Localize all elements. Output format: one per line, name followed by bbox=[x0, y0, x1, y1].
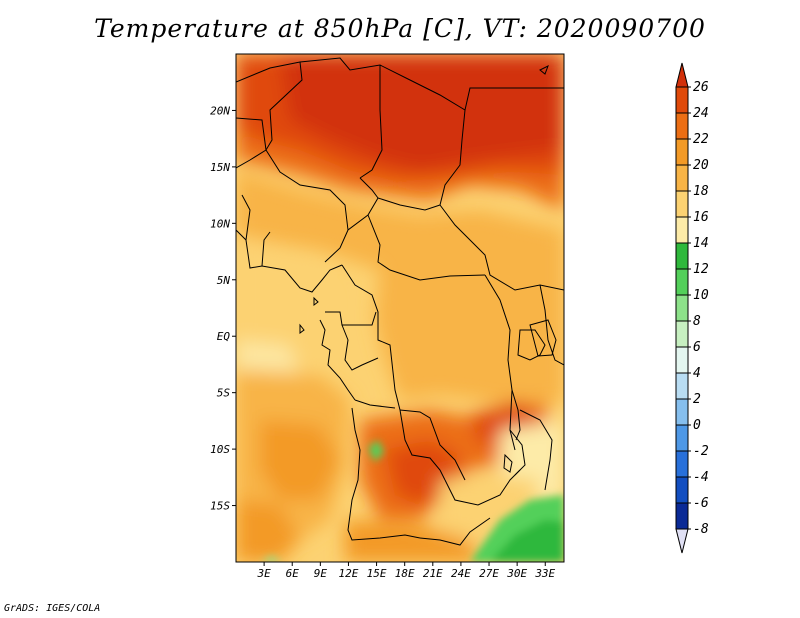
colorbar-swatch bbox=[675, 216, 689, 244]
colorbar-label: 26 bbox=[693, 80, 709, 95]
lon-tick-label: 30E bbox=[506, 567, 527, 580]
colorbar-swatch bbox=[675, 398, 689, 426]
lon-tick-label: 3E bbox=[256, 567, 271, 580]
lon-tick-label: 27E bbox=[479, 567, 499, 580]
lon-tick-label: 15E bbox=[367, 567, 387, 580]
colorbar-label: 16 bbox=[693, 210, 709, 225]
longitude-axis: 3E 6E 9E 12E 15E 18E 21E 24E 27E 30E 33E bbox=[256, 562, 556, 580]
colorbar-label: 4 bbox=[693, 366, 701, 381]
colorbar-swatch bbox=[675, 294, 689, 322]
colorbar-label: -2 bbox=[693, 444, 709, 459]
colorbar-label: 0 bbox=[693, 418, 701, 433]
colorbar-label: -6 bbox=[693, 496, 709, 511]
colorbar-swatch bbox=[675, 190, 689, 218]
grads-credit: GrADS: IGES/COLA bbox=[4, 603, 101, 614]
lat-tick-label: 10N bbox=[210, 217, 230, 230]
lat-tick-label: 15N bbox=[210, 161, 230, 174]
colorbar-swatch bbox=[675, 502, 689, 530]
lat-tick-label: 15S bbox=[210, 500, 230, 513]
lat-tick-label: 5S bbox=[217, 387, 231, 400]
latitude-axis: 20N 15N 10N 5N EQ 5S 10S 15S bbox=[210, 104, 236, 513]
colorbar-swatch bbox=[675, 346, 689, 374]
colorbar-swatch bbox=[675, 112, 689, 140]
lon-tick-label: 21E bbox=[423, 567, 443, 580]
colorbar-swatch bbox=[675, 476, 689, 504]
colorbar-label: 12 bbox=[693, 262, 709, 277]
lon-tick-label: 24E bbox=[451, 567, 471, 580]
lat-tick-label: 5N bbox=[217, 274, 231, 287]
colorbar-swatch bbox=[675, 320, 689, 348]
colorbar-label: 10 bbox=[693, 288, 709, 303]
colorbar-swatch bbox=[675, 86, 689, 114]
colorbar-label: 2 bbox=[693, 392, 701, 407]
colorbar-label: -4 bbox=[693, 470, 709, 485]
lat-tick-label: 10S bbox=[210, 443, 230, 456]
colorbar-label: 18 bbox=[693, 184, 709, 199]
colorbar-swatch bbox=[675, 242, 689, 270]
colorbar-swatch bbox=[675, 424, 689, 452]
colorbar-swatch bbox=[675, 450, 689, 478]
lon-tick-label: 12E bbox=[339, 567, 359, 580]
colorbar-upper-arrow bbox=[675, 62, 689, 88]
lat-tick-label: 20N bbox=[210, 104, 230, 117]
lat-tick-label: EQ bbox=[217, 330, 231, 343]
colorbar-label: 24 bbox=[693, 106, 709, 121]
colorbar-swatch bbox=[675, 164, 689, 192]
colorbar-label: 20 bbox=[693, 158, 709, 173]
map-frame bbox=[235, 53, 565, 563]
colorbar-label: 8 bbox=[693, 314, 701, 329]
colorbar-label: 14 bbox=[693, 236, 709, 251]
colorbar-label: 6 bbox=[693, 340, 701, 355]
colorbar-lower-arrow bbox=[675, 528, 689, 554]
temperature-field bbox=[236, 54, 564, 562]
colorbar-swatch bbox=[675, 372, 689, 400]
lon-tick-label: 18E bbox=[395, 567, 415, 580]
colorbar-swatch bbox=[675, 268, 689, 296]
country-borders bbox=[236, 57, 564, 546]
colorbar-swatch bbox=[675, 138, 689, 166]
colorbar-label: 22 bbox=[693, 132, 709, 147]
lon-tick-label: 33E bbox=[534, 567, 555, 580]
lon-tick-label: 9E bbox=[314, 567, 328, 580]
lon-tick-label: 6E bbox=[286, 567, 300, 580]
chart-title: Temperature at 850hPa [C], VT: 202009070… bbox=[94, 14, 706, 43]
colorbar-label: -8 bbox=[693, 522, 709, 537]
